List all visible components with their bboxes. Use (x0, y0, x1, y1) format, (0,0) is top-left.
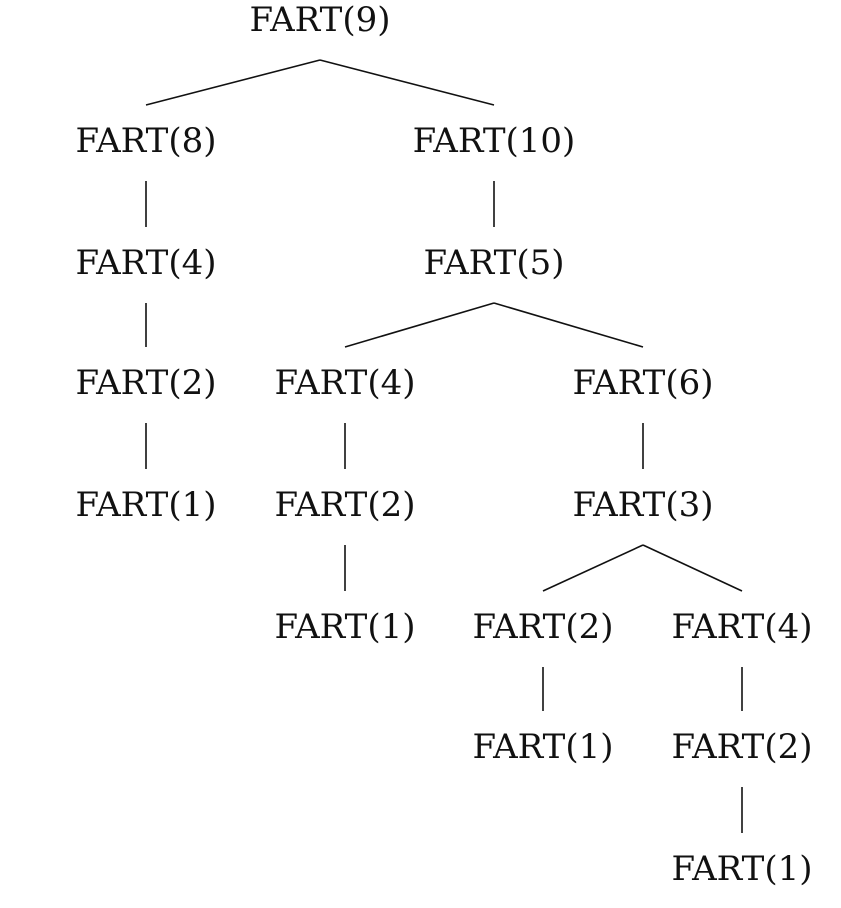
tree-node-n8: FART(8) (75, 121, 216, 161)
tree-node-n2d: FART(2) (671, 727, 812, 767)
edge-n5-n6 (493, 302, 644, 348)
tree-node-n4b: FART(4) (274, 363, 415, 403)
edge-n9-n10 (319, 59, 495, 106)
tree-node-n6: FART(6) (572, 363, 713, 403)
tree-node-n4a: FART(4) (75, 243, 216, 283)
tree-node-n5: FART(5) (423, 243, 564, 283)
tree-node-n1b: FART(1) (274, 607, 415, 647)
tree-node-n9: FART(9) (249, 0, 390, 40)
edge-n3-n2c (542, 544, 644, 592)
tree-node-n4c: FART(4) (671, 607, 812, 647)
edge-n9-n8 (145, 59, 321, 106)
tree-node-n1c: FART(1) (472, 727, 613, 767)
tree-node-n1a: FART(1) (75, 485, 216, 525)
edge-n5-n4b (344, 302, 495, 348)
tree-edges (145, 59, 743, 833)
tree-node-n2a: FART(2) (75, 363, 216, 403)
tree-node-n10: FART(10) (413, 121, 576, 161)
tree-node-n2b: FART(2) (274, 485, 415, 525)
edge-n3-n4c (642, 544, 743, 592)
tree-node-n2c: FART(2) (472, 607, 613, 647)
tree-nodes: FART(9) FART(8) FART(10) FART(4) FART(2) FART… (75, 0, 812, 889)
tree-node-n3: FART(3) (572, 485, 713, 525)
tree-node-n1d: FART(1) (671, 849, 812, 889)
